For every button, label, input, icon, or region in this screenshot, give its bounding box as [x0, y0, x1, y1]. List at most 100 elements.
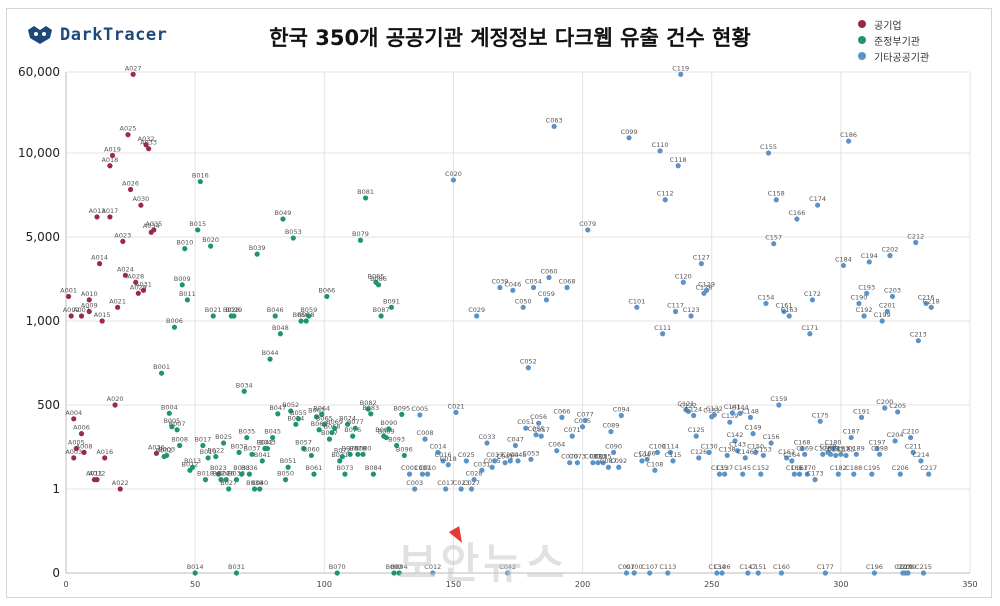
data-label: C132 — [706, 405, 723, 413]
data-point — [184, 297, 190, 303]
data-label: B010 — [176, 239, 193, 247]
data-point — [523, 425, 529, 431]
data-point — [773, 197, 779, 203]
data-label: C166 — [788, 209, 805, 217]
data-point — [879, 318, 885, 324]
data-label: C114 — [662, 442, 679, 450]
data-point — [120, 238, 126, 244]
data-label: B062 — [308, 407, 325, 415]
data-label: C176 — [814, 444, 831, 452]
data-point — [497, 284, 503, 291]
data-point — [140, 287, 147, 293]
data-label: C126 — [690, 448, 707, 456]
y-tick-label: 500 — [37, 398, 60, 412]
data-label: C186 — [840, 131, 857, 139]
data-label: B059 — [300, 306, 317, 314]
data-point — [355, 451, 361, 457]
data-label: C107 — [641, 563, 658, 571]
data-point — [484, 440, 490, 446]
data-label: B048 — [272, 324, 289, 332]
data-label: C146 — [737, 448, 754, 456]
data-point — [696, 455, 702, 461]
data-point — [923, 300, 929, 307]
data-point — [435, 449, 441, 455]
y-tick-label: 1 — [52, 482, 60, 496]
data-point — [685, 408, 692, 415]
data-label: C130 — [701, 442, 718, 450]
data-point — [391, 570, 397, 576]
data-label: B018 — [197, 470, 214, 478]
data-label: A011 — [86, 470, 103, 478]
data-label: C008 — [417, 429, 434, 437]
data-label: A007 — [73, 306, 90, 314]
data-label: C020 — [445, 170, 462, 178]
data-label: C191 — [853, 407, 870, 415]
data-label: C184 — [835, 255, 852, 263]
data-point — [301, 445, 307, 452]
data-point — [884, 308, 890, 315]
data-label: C208 — [897, 563, 914, 571]
data-label: C142 — [726, 431, 743, 439]
data-point — [316, 427, 322, 433]
data-label: C211 — [905, 442, 922, 450]
data-label: C001 — [401, 464, 418, 472]
data-label: C090 — [605, 442, 622, 450]
data-point — [626, 135, 632, 141]
data-point — [430, 570, 436, 576]
data-label: C202 — [881, 246, 898, 254]
data-label: B075 — [342, 444, 359, 452]
data-label: C157 — [765, 234, 782, 242]
data-point — [827, 451, 834, 457]
data-label: C213 — [910, 331, 927, 339]
data-point — [158, 370, 165, 376]
data-point — [233, 570, 240, 576]
data-label: B019 — [200, 448, 217, 456]
data-point — [510, 287, 516, 293]
data-label: C064 — [548, 441, 565, 449]
data-label: B044 — [262, 349, 279, 357]
series-0: A001 A002 A003 A004 A005 A006 A007 A008 A009 A010… — [60, 64, 165, 492]
legend-marker-quasi-gov — [858, 36, 866, 44]
data-point — [505, 570, 511, 576]
data-point — [78, 313, 85, 319]
data-point — [755, 570, 761, 576]
data-point — [887, 253, 893, 259]
data-label: C189 — [848, 444, 865, 452]
data-label: C112 — [657, 190, 674, 198]
data-label: B084 — [365, 464, 382, 472]
data-point — [282, 477, 289, 483]
data-label: C174 — [809, 195, 826, 203]
data-point — [117, 486, 123, 492]
data-label: B041 — [254, 451, 271, 459]
data-point — [512, 442, 519, 449]
data-label: B077 — [347, 418, 364, 426]
data-point — [78, 431, 85, 437]
data-point — [905, 570, 911, 576]
data-point — [703, 287, 710, 293]
data-point — [347, 451, 353, 457]
data-point — [277, 331, 283, 337]
data-point — [737, 410, 743, 416]
data-label: C205 — [889, 402, 906, 410]
data-label: B015 — [189, 220, 206, 228]
data-label: B017 — [194, 435, 211, 443]
data-label: C204 — [887, 431, 904, 439]
grid-lines — [65, 71, 971, 574]
data-label: B065 — [316, 414, 333, 422]
data-point — [365, 406, 371, 412]
data-label: C029 — [468, 306, 485, 314]
data-point — [672, 308, 679, 315]
data-point — [99, 318, 105, 324]
data-label: B024 — [213, 470, 230, 478]
data-point — [742, 455, 748, 461]
data-label: C047 — [507, 435, 524, 443]
data-point — [236, 449, 242, 455]
data-point — [257, 486, 263, 492]
data-label: C115 — [664, 451, 681, 459]
data-label: A003 — [65, 448, 82, 456]
data-label: C063 — [546, 116, 563, 124]
data-label: C097 — [618, 563, 635, 571]
data-point — [546, 274, 552, 281]
data-point — [127, 186, 134, 193]
data-point — [610, 449, 617, 455]
